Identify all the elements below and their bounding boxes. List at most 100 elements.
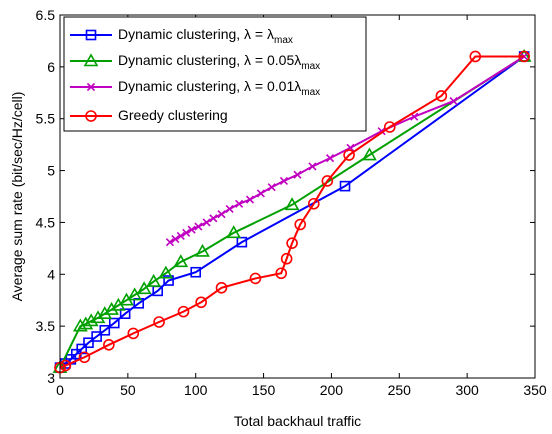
- series-2-point-6: [97, 306, 113, 319]
- series-3-point-4: [182, 228, 191, 237]
- series-3-point-8: [209, 214, 218, 223]
- series-2-point-18: [362, 147, 377, 161]
- series-4: [54, 50, 530, 374]
- series-2-point-12: [146, 273, 162, 287]
- series-3-point-12: [245, 195, 255, 204]
- x-tick-label: 350: [523, 382, 547, 398]
- axes-layer: 0 50 100 150 200 250 300 350 3 3.5 4 4.5 5 5.5 6 6.5: [36, 7, 547, 398]
- series-2-line: [59, 55, 525, 369]
- series-2-point-16: [226, 225, 242, 239]
- x-tick-label: 0: [56, 382, 64, 398]
- series-3-point-11: [235, 199, 244, 208]
- series-4-point-16: [321, 175, 334, 187]
- series-2-point-17: [284, 197, 300, 211]
- series-4-point-15: [307, 197, 320, 210]
- x-tick-label: 200: [320, 382, 344, 398]
- series-4-point-13: [286, 237, 298, 249]
- series-4-point-5: [127, 327, 140, 340]
- series-2-point-4: [83, 313, 99, 327]
- series-1-point-15: [236, 236, 248, 248]
- legend-marker-4: [85, 110, 97, 122]
- series-1-point-9: [108, 317, 120, 329]
- x-tick-label: 50: [120, 382, 136, 398]
- series-1-point-7: [91, 331, 102, 342]
- y-tick-label: 6.5: [36, 7, 56, 23]
- series-3-point-1: [165, 238, 174, 247]
- series-4-point-8: [195, 296, 207, 309]
- series-2-point-11: [136, 281, 152, 295]
- series-3-point-9: [217, 210, 226, 219]
- series-2-point-5: [90, 310, 106, 324]
- series-3-point-23: [520, 52, 529, 61]
- series-4-point-20: [469, 50, 482, 63]
- legend: Dynamic clustering, λ = λmax Dynamic clus…: [63, 16, 367, 132]
- x-tick-label: 300: [455, 382, 479, 398]
- series-3-point-14: [267, 183, 276, 192]
- legend-label-2: Dynamic clustering, λ = 0.05λmax: [118, 52, 320, 72]
- series-4-point-4: [103, 339, 115, 351]
- legend-marker-1: [85, 29, 97, 41]
- series-2: [52, 48, 532, 373]
- series-4-point-12: [280, 252, 293, 265]
- series-2-point-14: [173, 254, 189, 268]
- legend-entry-3: Dynamic clustering, λ = 0.01λmax: [70, 78, 320, 98]
- series-3-point-22: [449, 97, 458, 106]
- series-2-point-2: [72, 318, 88, 332]
- legend-label-1: Dynamic clustering, λ = λmax: [118, 26, 293, 46]
- series-1-line: [59, 55, 525, 369]
- series-3-point-17: [308, 162, 317, 171]
- series-4-point-9: [215, 281, 228, 294]
- series-4-point-3: [78, 351, 91, 364]
- series-1-point-8: [99, 324, 111, 336]
- legend-label-4: Greedy clustering: [118, 107, 228, 123]
- series-4-line: [59, 55, 525, 369]
- series-3-point-15: [279, 176, 288, 186]
- series-3-point-5: [187, 225, 196, 234]
- series-3-point-16: [293, 170, 302, 179]
- x-tick-label: 100: [184, 382, 208, 398]
- series-4-point-11: [275, 267, 288, 280]
- series-1-point-6: [83, 337, 94, 349]
- series-3-point-6: [194, 222, 203, 231]
- legend-marker-3: [86, 82, 96, 92]
- series-layer: [52, 48, 532, 374]
- legend-marker-2: [83, 53, 99, 67]
- series-4-point-19: [435, 90, 448, 102]
- y-tick-label: 5: [47, 163, 55, 179]
- series-4-point-18: [383, 121, 396, 133]
- y-tick-label: 4: [47, 266, 55, 282]
- series-4-point-6: [153, 316, 165, 328]
- y-tick-label: 6: [47, 59, 55, 75]
- series-3: [165, 52, 529, 247]
- y-tick-label: 4.5: [36, 214, 56, 230]
- legend-entry-2: Dynamic clustering, λ = 0.05λmax: [70, 52, 320, 72]
- x-tick-label: 150: [252, 382, 276, 398]
- legend-box: [63, 16, 367, 132]
- series-3-point-3: [176, 231, 185, 240]
- series-1-point-10: [119, 308, 131, 319]
- series-2-point-3: [78, 316, 94, 330]
- series-3-point-18: [326, 154, 335, 163]
- legend-entry-1: Dynamic clustering, λ = λmax: [70, 26, 293, 46]
- series-4-point-21: [518, 50, 530, 63]
- series-1-point-14: [190, 266, 202, 278]
- y-tick-label: 5.5: [36, 111, 56, 127]
- series-2-point-15: [195, 243, 210, 257]
- series-4-point-10: [249, 272, 262, 285]
- series-2-point-10: [127, 287, 143, 301]
- x-tick-label: 250: [388, 382, 412, 398]
- series-3-point-2: [171, 234, 180, 244]
- legend-label-3: Dynamic clustering, λ = 0.01λmax: [118, 78, 320, 98]
- series-4-point-14: [294, 218, 307, 231]
- series-4-point-7: [177, 305, 190, 318]
- series-1-point-13: [163, 275, 174, 286]
- series-1-point-16: [339, 180, 351, 192]
- legend-entry-4: Greedy clustering: [70, 107, 228, 123]
- series-2-point-7: [104, 301, 119, 315]
- series-2-point-13: [158, 265, 174, 279]
- y-axis-label: Average sum rate (bit/sec/Hz/cell): [9, 92, 25, 302]
- series-3-point-13: [256, 189, 265, 198]
- axes-box: [59, 14, 536, 379]
- y-tick-label: 3.5: [36, 318, 56, 334]
